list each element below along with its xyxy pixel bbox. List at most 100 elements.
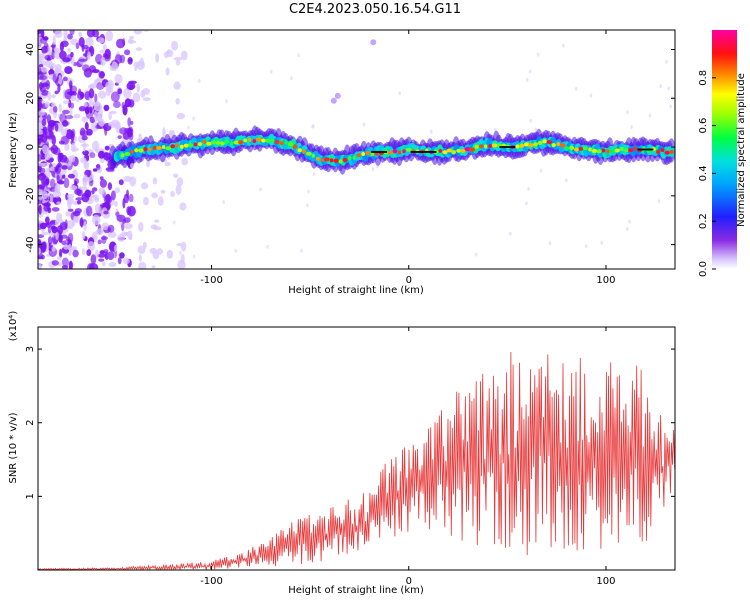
noise-blob	[103, 249, 109, 253]
ridge-peak	[361, 152, 366, 156]
ridge-peak	[601, 148, 606, 153]
noise-speck	[575, 86, 578, 91]
noise-blob	[170, 190, 175, 198]
noise-blob	[136, 60, 146, 71]
noise-blob	[78, 31, 82, 38]
noise-speck	[290, 76, 293, 81]
noise-blob	[70, 185, 77, 191]
ridge-peak	[633, 146, 638, 151]
stray-blob	[334, 92, 341, 99]
noise-blob	[39, 75, 48, 80]
y-tick-label: -40	[25, 236, 36, 252]
noise-blob	[99, 49, 105, 53]
noise-blob	[76, 200, 82, 205]
noise-blob	[38, 64, 44, 68]
noise-blob	[142, 88, 150, 95]
noise-blob	[38, 45, 42, 50]
ridge-peak	[402, 149, 406, 154]
noise-blob	[171, 40, 179, 51]
snr-axes: -100 0 100 1 2 3	[25, 327, 675, 587]
noise-blob	[103, 104, 110, 112]
noise-blob	[63, 157, 69, 164]
noise-blob	[65, 192, 69, 201]
noise-blob	[57, 83, 61, 93]
noise-blob	[65, 211, 71, 217]
noise-blob	[42, 144, 49, 155]
ridge-peak	[606, 149, 610, 154]
noise-blob	[38, 247, 41, 255]
ridge-peak	[183, 143, 189, 148]
noise-blob	[52, 35, 56, 46]
noise-blob	[86, 249, 92, 257]
noise-blob	[51, 226, 58, 234]
noise-blob	[47, 236, 53, 245]
ridge-peak	[628, 148, 634, 153]
noise-blob	[57, 162, 62, 168]
snr-multiplier: (x10⁴)	[8, 311, 19, 342]
noise-speck	[665, 59, 668, 64]
noise-blob	[88, 88, 95, 99]
ridge-peak	[248, 137, 252, 142]
noise-speck	[589, 93, 593, 98]
noise-speck	[565, 178, 568, 183]
noise-blob	[97, 37, 105, 44]
noise-blob	[121, 221, 125, 232]
noise-blob	[44, 54, 54, 61]
noise-blob	[41, 67, 48, 73]
snr-marks	[38, 351, 675, 570]
noise-blob	[59, 113, 67, 124]
ridge-peak	[484, 144, 488, 149]
noise-blob	[122, 257, 130, 265]
noise-speck	[192, 116, 195, 121]
noise-blob	[59, 50, 67, 60]
noise-blob	[97, 253, 107, 258]
y-tick-label: 2	[25, 420, 36, 426]
noise-blob	[58, 140, 65, 145]
ridge-peak	[578, 146, 583, 151]
noise-blob	[57, 256, 62, 260]
noise-blob	[47, 91, 52, 101]
ridge-peak	[338, 159, 343, 164]
noise-blob	[62, 174, 66, 179]
noise-blob	[95, 164, 100, 169]
noise-speck	[584, 244, 588, 249]
noise-blob	[67, 208, 74, 212]
noise-blob	[103, 210, 109, 215]
ridge-peak	[188, 143, 194, 148]
noise-blob	[70, 51, 74, 58]
ridge-peak	[230, 141, 234, 146]
spectrogram-frame	[37, 29, 676, 270]
ridge-peak	[170, 144, 175, 149]
noise-blob	[61, 165, 68, 170]
noise-blob	[113, 244, 118, 253]
noise-blob	[123, 127, 133, 134]
noise-speck	[270, 69, 273, 74]
noise-blob	[38, 234, 45, 239]
noise-blob	[141, 182, 149, 190]
noise-blob	[50, 166, 55, 172]
ridge-peak	[569, 145, 575, 150]
noise-blob	[69, 106, 73, 118]
noise-blob	[94, 249, 99, 259]
noise-blob	[55, 218, 64, 224]
noise-blob	[81, 135, 88, 141]
y-tick-label: 20	[25, 92, 36, 105]
noise-blob	[153, 219, 160, 223]
noise-blob	[175, 98, 180, 105]
ridge-peak	[261, 138, 266, 143]
noise-blob	[111, 61, 118, 72]
ridge-peak	[588, 147, 592, 152]
noise-blob	[62, 109, 70, 115]
noise-blob	[56, 201, 61, 205]
ridge-peak	[210, 140, 217, 145]
noise-blob	[67, 33, 73, 40]
ridge-peak	[284, 140, 288, 145]
noise-speck	[192, 254, 196, 259]
noise-blob	[175, 60, 181, 66]
noise-blob	[126, 189, 129, 199]
noise-blob	[41, 118, 47, 127]
noise-blob	[173, 57, 183, 61]
noise-blob	[120, 231, 129, 237]
noise-blob	[38, 185, 45, 190]
colorbar-tick-label: 0.2	[698, 213, 709, 229]
